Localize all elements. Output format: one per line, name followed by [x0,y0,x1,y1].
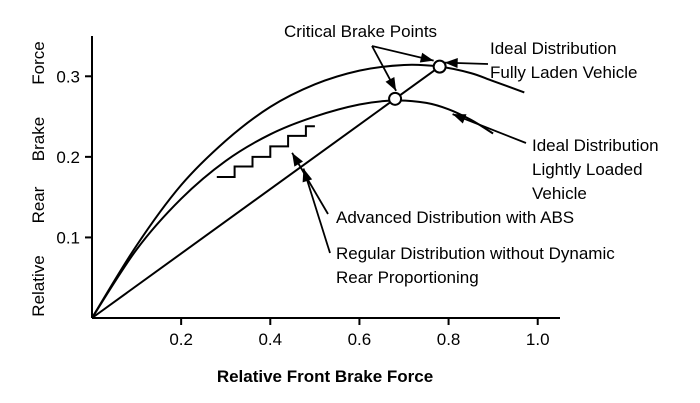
y-title-word-4: Force [29,41,48,84]
arrow-abs-head [292,152,304,167]
x-tick-label-4: 1.0 [526,330,550,349]
label-advanced-abs: Advanced Distribution with ABS [336,208,574,227]
label-ideal-full-line2: Fully Laden Vehicle [490,63,637,82]
y-title-word-1: Relative [29,255,48,316]
annotation-arrows [291,45,527,254]
x-axis-title: Relative Front Brake Force [217,367,433,386]
label-critical-brake-points: Critical Brake Points [284,22,437,41]
critical-points [388,59,447,106]
arrow-critical-2-head [419,52,434,63]
series-group [91,63,525,319]
y-title-word-3: Brake [29,117,48,161]
label-ideal-light-line2: Lightly Loaded [532,160,643,179]
label-ideal-light-line3: Vehicle [532,184,587,203]
arrow-regular-head [302,168,313,183]
x-tick-label-1: 0.4 [258,330,282,349]
x-tick-label-2: 0.6 [348,330,372,349]
y-tick-label-0: 0.1 [56,228,80,247]
arrow-critical-1-head [385,77,397,91]
x-tick-label-0: 0.2 [169,330,193,349]
series-ideal-light [91,99,494,319]
label-ideal-full-line1: Ideal Distribution [490,39,617,58]
arrow-ideal-light-head [452,114,467,124]
series-ideal-full [91,63,525,319]
series-abs-steps [216,125,315,178]
label-regular-line1: Regular Distribution without Dynamic [336,244,615,263]
critical-point-1 [432,59,447,74]
y-title-word-2: Rear [29,186,48,223]
x-tick-label-3: 0.8 [437,330,461,349]
arrow-ideal-full-head [444,58,458,69]
label-regular-line2: Rear Proportioning [336,268,479,287]
y-tick-label-2: 0.3 [56,67,80,86]
arrow-regular-line [302,168,331,254]
y-tick-label-1: 0.2 [56,148,80,167]
series-regular [91,65,441,319]
arrow-ideal-light-line [452,113,527,144]
critical-point-0 [388,91,403,106]
label-ideal-light-line1: Ideal Distribution [532,136,659,155]
axis-ticks: 0.2 0.4 0.6 0.8 1.0 0.1 0.2 0.3 [56,67,549,349]
